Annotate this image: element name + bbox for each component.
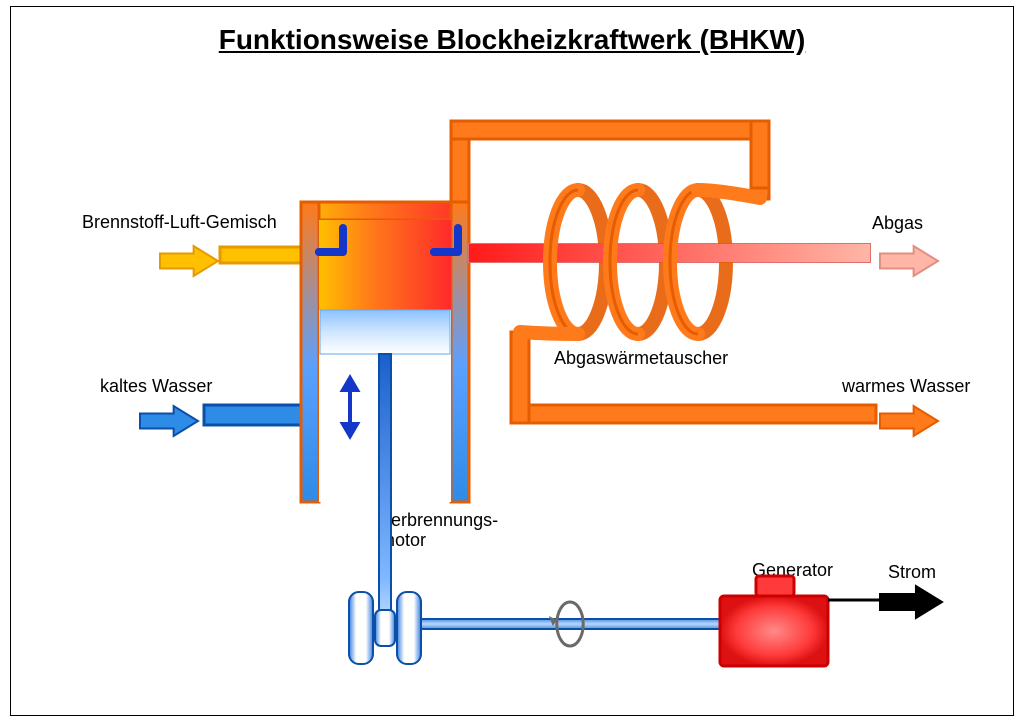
bhkw-diagram [0, 0, 1024, 722]
